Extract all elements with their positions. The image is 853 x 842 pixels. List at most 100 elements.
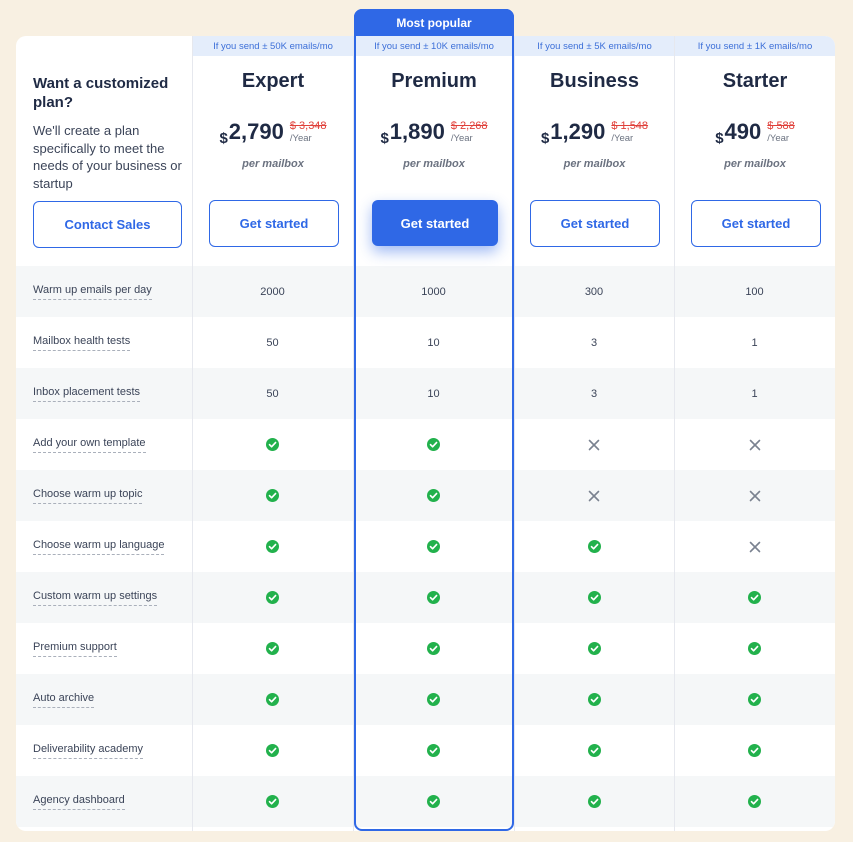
plan-volume-note: If you send ± 1K emails/mo <box>675 36 835 56</box>
check-circle-icon <box>192 521 353 572</box>
currency-symbol: $ <box>540 130 550 147</box>
feature-label[interactable]: Inbox placement tests <box>33 368 141 419</box>
price-value: 2,790 <box>228 119 284 144</box>
feature-row: Choose warm up topic <box>16 470 835 521</box>
check-circle-icon <box>674 776 835 827</box>
feature-label-text: Warm up emails per day <box>33 284 152 300</box>
old-price: $ 3,348 <box>289 120 327 132</box>
check-circle-icon <box>353 521 514 572</box>
check-circle-icon <box>514 623 674 674</box>
feature-label-text: Choose warm up topic <box>33 488 143 504</box>
feature-value: 2000 <box>260 285 285 298</box>
plan-volume-note: If you send ± 50K emails/mo <box>193 36 353 56</box>
feature-row: Premium support <box>16 623 835 674</box>
get-started-button[interactable]: Get started <box>372 200 498 246</box>
feature-row: Choose warm up language <box>16 521 835 572</box>
check-circle-icon <box>674 623 835 674</box>
plan-price: $490 $ 588/Year <box>675 119 835 147</box>
feature-row: Mailbox health tests 50 10 3 1 <box>16 317 835 368</box>
billing-period: /Year <box>289 133 312 144</box>
currency-symbol: $ <box>219 130 228 147</box>
feature-label[interactable]: Custom warm up settings <box>33 572 158 623</box>
price-value: 1,890 <box>389 119 445 144</box>
plan-name: Business <box>550 70 639 92</box>
feature-row: Custom warm up settings <box>16 572 835 623</box>
check-circle-icon <box>192 623 353 674</box>
plan-name: Expert <box>241 70 305 92</box>
per-mailbox-note: per mailbox <box>563 158 626 170</box>
plan-price: $1,290 $ 1,548/Year <box>515 119 674 147</box>
feature-label[interactable]: Mailbox health tests <box>33 317 131 368</box>
cross-icon <box>674 419 835 470</box>
most-popular-badge: Most popular <box>354 9 514 36</box>
feature-label-text: Agency dashboard <box>33 794 125 810</box>
cross-icon <box>674 470 835 521</box>
check-circle-icon <box>192 725 353 776</box>
billing-period: /Year <box>450 133 473 144</box>
price-value: 490 <box>724 119 762 144</box>
feature-value: 100 <box>745 285 764 298</box>
feature-row: Inbox placement tests 50 10 3 1 <box>16 368 835 419</box>
check-circle-icon <box>514 521 674 572</box>
feature-value: 1 <box>751 387 758 400</box>
plan-price: $1,890 $ 2,268/Year <box>354 119 514 147</box>
feature-label[interactable]: Choose warm up topic <box>33 470 143 521</box>
check-circle-icon <box>192 674 353 725</box>
plan-name: Starter <box>722 70 788 92</box>
check-circle-icon <box>674 725 835 776</box>
check-circle-icon <box>353 776 514 827</box>
check-circle-icon <box>192 776 353 827</box>
cross-icon <box>514 419 674 470</box>
feature-label[interactable]: Agency dashboard <box>33 776 125 827</box>
currency-symbol: $ <box>715 130 724 147</box>
check-circle-icon <box>192 419 353 470</box>
feature-value: 1 <box>751 336 758 349</box>
contact-sales-button[interactable]: Contact Sales <box>33 201 182 248</box>
feature-label-text: Choose warm up language <box>33 539 165 555</box>
plan-column-starter: If you send ± 1K emails/mo Starter $490 $ 5… <box>674 36 835 831</box>
check-circle-icon <box>353 674 514 725</box>
check-circle-icon <box>353 623 514 674</box>
price-details: $ 3,348/Year <box>290 120 327 146</box>
feature-value: 3 <box>590 336 598 349</box>
feature-label[interactable]: Premium support <box>33 623 117 674</box>
plan-price: $2,790 $ 3,348/Year <box>193 119 353 147</box>
feature-label[interactable]: Choose warm up language <box>33 521 165 572</box>
plan-volume-note: If you send ± 5K emails/mo <box>515 36 674 56</box>
old-price: $ 2,268 <box>450 120 488 132</box>
plan-column-premium: If you send ± 10K emails/mo Premium $1,890… <box>353 36 514 831</box>
currency-symbol: $ <box>380 130 389 147</box>
billing-period: /Year <box>767 133 790 144</box>
feature-label[interactable]: Deliverability academy <box>33 725 144 776</box>
feature-label[interactable]: Auto archive <box>33 674 95 725</box>
price-value: 1,290 <box>550 119 606 144</box>
plan-name: Premium <box>391 70 477 92</box>
check-circle-icon <box>353 470 514 521</box>
old-price: $ 588 <box>767 120 795 132</box>
feature-value: 3 <box>590 387 598 400</box>
feature-label[interactable]: Add your own template <box>33 419 146 470</box>
check-circle-icon <box>353 419 514 470</box>
feature-label-text: Mailbox health tests <box>33 335 131 351</box>
feature-row: Add your own template <box>16 419 835 470</box>
price-details: $ 588/Year <box>767 120 795 146</box>
get-started-button[interactable]: Get started <box>209 200 339 247</box>
check-circle-icon <box>514 572 674 623</box>
check-circle-icon <box>514 674 674 725</box>
feature-row: Auto archive <box>16 674 835 725</box>
check-circle-icon <box>192 470 353 521</box>
get-started-button[interactable]: Get started <box>691 200 821 247</box>
feature-label-text: Auto archive <box>33 692 95 708</box>
cross-icon <box>674 521 835 572</box>
feature-value: 10 <box>427 336 440 349</box>
feature-label[interactable]: Warm up emails per day <box>33 266 152 317</box>
custom-plan-description: We'll create a plan specifically to meet… <box>33 123 182 191</box>
check-circle-icon <box>674 572 835 623</box>
feature-value: 50 <box>266 387 279 400</box>
get-started-button[interactable]: Get started <box>530 200 660 247</box>
check-circle-icon <box>514 776 674 827</box>
check-circle-icon <box>674 674 835 725</box>
custom-plan-panel: Want a customized plan? We'll create a p… <box>16 36 192 266</box>
check-circle-icon <box>353 572 514 623</box>
per-mailbox-note: per mailbox <box>724 158 786 170</box>
